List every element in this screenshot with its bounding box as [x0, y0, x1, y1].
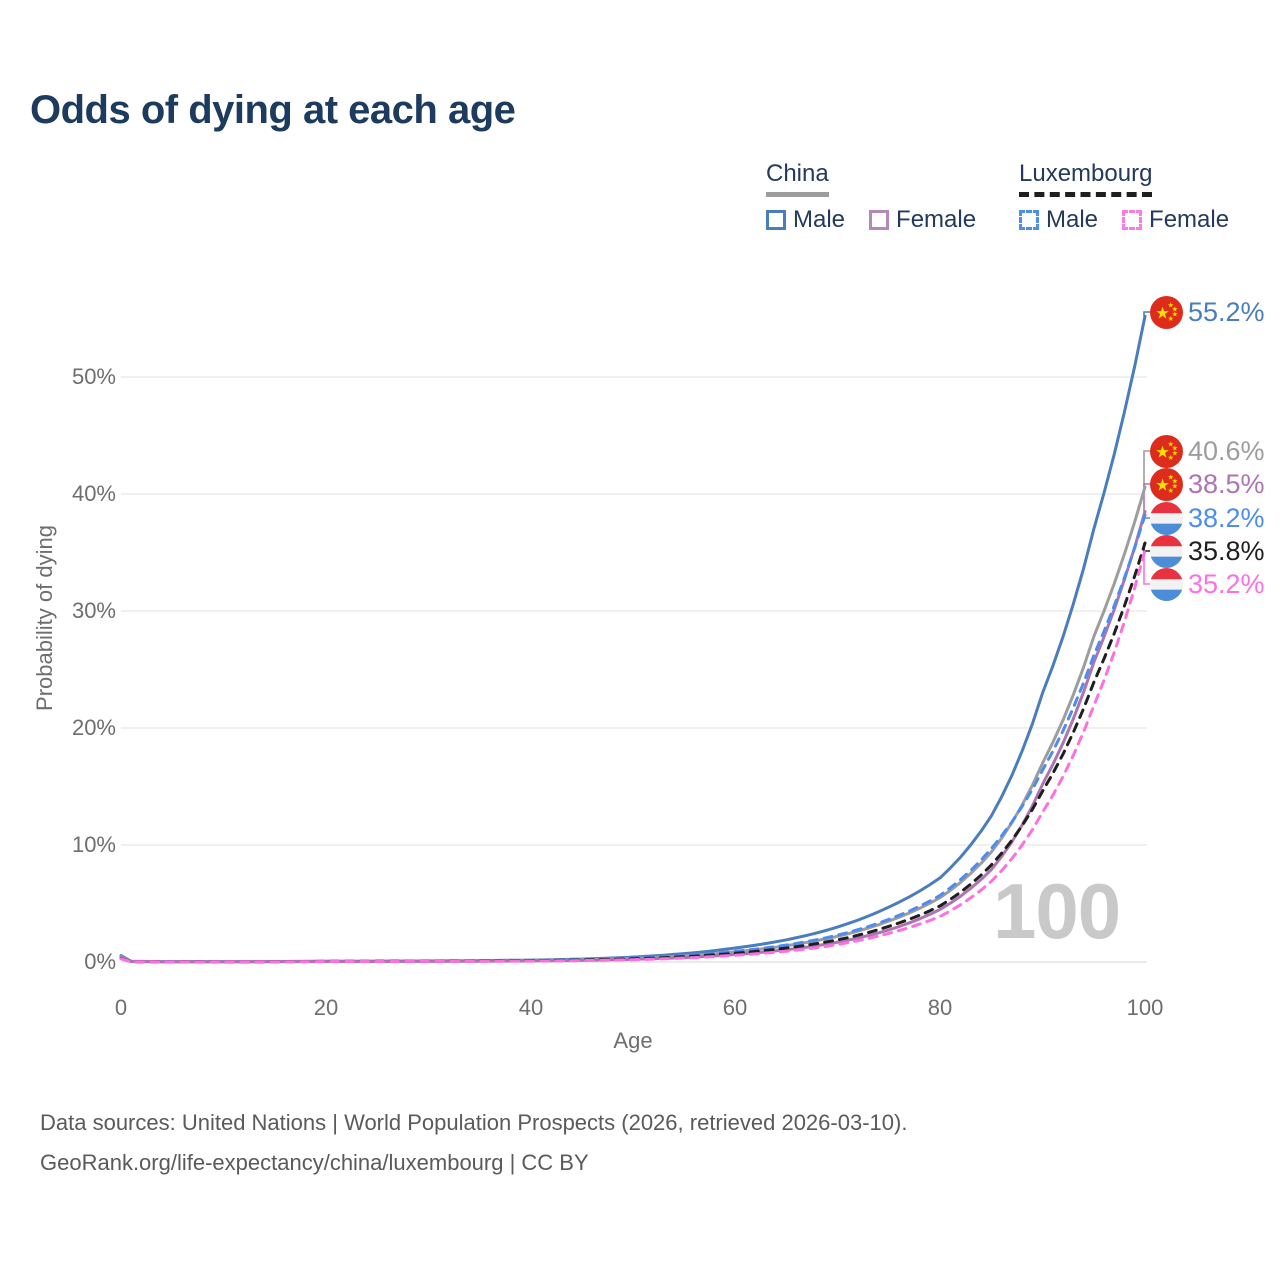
series-curves — [119, 314, 1147, 964]
legend-item-china-male[interactable]: Male — [766, 206, 845, 234]
end-label-china-female: ★ ★ ★ ★ ★ 38.5% — [1150, 467, 1265, 501]
end-label-lux-female: 35.2% — [1150, 567, 1265, 601]
legend-label: Female — [1149, 206, 1230, 233]
ytick-20: 20% — [71, 715, 116, 740]
end-label-lux-both: 35.8% — [1150, 534, 1265, 568]
end-value: 55.2% — [1188, 296, 1265, 327]
luxembourg-female-swatch-icon — [1122, 210, 1143, 230]
luxembourg-flag-icon — [1150, 534, 1183, 568]
end-value: 35.8% — [1188, 535, 1265, 566]
luxembourg-male-swatch-icon — [1019, 210, 1039, 230]
legend-label: Female — [896, 206, 977, 233]
svg-text:★: ★ — [1172, 443, 1178, 452]
svg-text:★: ★ — [1172, 309, 1178, 318]
svg-text:★: ★ — [1168, 485, 1174, 494]
end-value: 38.2% — [1188, 502, 1265, 533]
china-flag-icon: ★ ★ ★ ★ ★ — [1150, 295, 1183, 329]
china-flag-icon: ★ ★ ★ ★ ★ — [1150, 434, 1183, 468]
svg-text:★: ★ — [1155, 304, 1170, 322]
legend-group-luxembourg: Luxembourg Male Female — [1019, 160, 1229, 234]
legend-item-china-female[interactable]: Female — [869, 206, 976, 234]
end-label-china-male: ★ ★ ★ ★ ★ 55.2% — [1150, 295, 1265, 329]
curve-china-female — [119, 510, 1147, 964]
legend-label: Male — [793, 206, 846, 233]
end-value: 40.6% — [1188, 435, 1265, 466]
xtick-20: 20 — [313, 995, 339, 1020]
leader-china-both — [1143, 450, 1151, 487]
xtick-0: 0 — [114, 995, 128, 1020]
y-axis-title: Probability of dying — [32, 525, 57, 711]
leader-china-male — [1143, 311, 1151, 317]
svg-text:★: ★ — [1155, 443, 1170, 461]
end-value: 35.2% — [1188, 568, 1265, 599]
end-label-china-both: ★ ★ ★ ★ ★ 40.6% — [1150, 434, 1265, 468]
svg-text:★: ★ — [1168, 313, 1174, 322]
svg-text:★: ★ — [1172, 304, 1178, 313]
legend-label: Male — [1046, 206, 1099, 233]
svg-text:★: ★ — [1172, 481, 1178, 490]
end-value: 38.5% — [1188, 468, 1265, 499]
svg-text:★: ★ — [1168, 472, 1174, 481]
curve-china-both — [119, 485, 1147, 964]
luxembourg-flag-icon — [1150, 501, 1183, 535]
curve-lux-female — [119, 548, 1147, 964]
legend-item-luxembourg-male[interactable]: Male — [1019, 206, 1098, 234]
ytick-40: 40% — [71, 481, 116, 506]
legend-heading-luxembourg[interactable]: Luxembourg — [1019, 160, 1153, 197]
svg-text:★: ★ — [1172, 476, 1178, 485]
curve-lux-male — [119, 513, 1147, 964]
svg-text:★: ★ — [1172, 448, 1178, 457]
x-axis-title: Age — [613, 1028, 653, 1053]
ytick-50: 50% — [71, 364, 116, 389]
legend-heading-china[interactable]: China — [766, 160, 829, 197]
leader-china-female — [1143, 483, 1151, 512]
ytick-30: 30% — [71, 598, 116, 623]
legend-item-luxembourg-female[interactable]: Female — [1122, 206, 1229, 234]
svg-text:★: ★ — [1155, 476, 1170, 494]
svg-text:★: ★ — [1168, 300, 1174, 309]
svg-text:★: ★ — [1168, 439, 1174, 448]
ytick-0: 0% — [84, 949, 116, 974]
age-watermark: 100 — [993, 867, 1121, 955]
attribution-text: GeoRank.org/life-expectancy/china/luxemb… — [40, 1150, 589, 1175]
china-flag-icon: ★ ★ ★ ★ ★ — [1150, 467, 1183, 501]
luxembourg-flag-icon — [1150, 567, 1183, 601]
data-sources-text: Data sources: United Nations | World Pop… — [40, 1110, 908, 1135]
china-female-swatch-icon — [869, 210, 890, 230]
xtick-60: 60 — [722, 995, 748, 1020]
curve-lux-both — [119, 541, 1147, 964]
svg-text:★: ★ — [1168, 452, 1174, 461]
xtick-80: 80 — [927, 995, 953, 1020]
leader-lux-female — [1143, 550, 1151, 585]
legend-group-china: China Male Female — [766, 160, 976, 234]
page-title: Odds of dying at each age — [30, 88, 516, 132]
xtick-40: 40 — [518, 995, 544, 1020]
xtick-100: 100 — [1126, 995, 1164, 1020]
end-label-lux-male: 38.2% — [1150, 501, 1265, 535]
china-male-swatch-icon — [766, 210, 786, 230]
ytick-10: 10% — [71, 832, 116, 857]
label-leader-lines — [1143, 311, 1151, 585]
